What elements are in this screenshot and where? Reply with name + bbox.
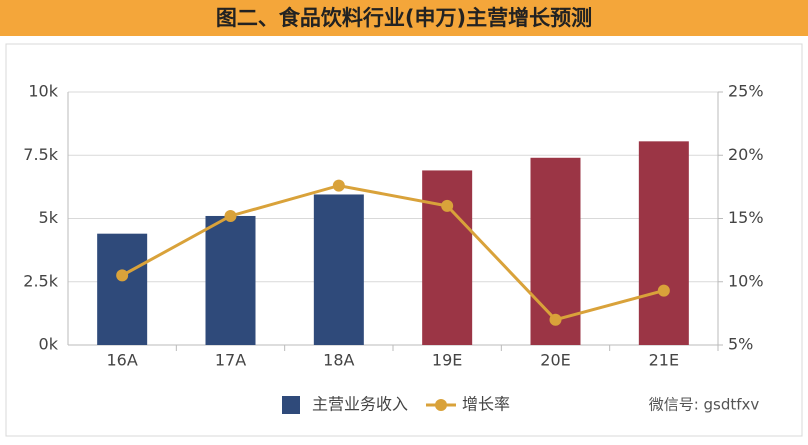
title-banner [0,0,808,36]
bar [205,215,256,345]
watermark: 微信号: gsdtfxv [649,396,760,414]
line-point [441,199,454,212]
x-tick-label: 17A [215,351,246,370]
y2-tick-label: 25% [728,82,764,101]
x-tick-label: 18A [323,351,354,370]
y-tick-label: 5k [39,208,59,227]
y-tick-label: 2.5k [23,271,58,290]
chart-frame [5,43,803,437]
bar [422,170,473,345]
legend-swatch [282,396,300,414]
legend-label: 主营业务收入 [312,395,408,414]
y2-tick-label: 15% [728,208,764,227]
legend-label: 增长率 [462,395,510,414]
line-point [549,313,562,326]
line-point [224,209,237,222]
x-tick-label: 21E [649,351,679,370]
y-tick-label: 10k [28,82,58,101]
x-tick-label: 20E [540,351,570,370]
y2-tick-label: 20% [728,145,764,164]
line-point [657,284,670,297]
bar [313,194,364,345]
x-tick-label: 16A [107,351,138,370]
x-tick-label: 19E [432,351,462,370]
y-tick-label: 7.5k [23,145,58,164]
y-tick-label: 0k [39,335,59,354]
y2-tick-label: 5% [728,335,753,354]
legend-swatch [435,399,447,411]
bar [638,141,689,345]
line-point [116,269,129,282]
line-point [332,179,345,192]
bar [97,233,148,345]
line [121,184,665,322]
chart-title: 图二、食品饮料行业(申万)主营增长预测 [216,6,592,30]
y2-tick-label: 10% [728,271,764,290]
